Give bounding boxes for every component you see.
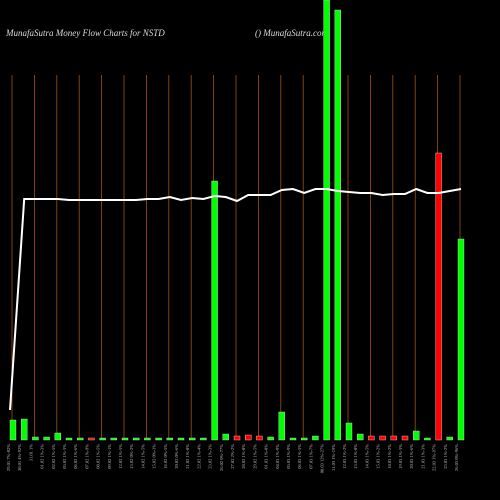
x-tick-label: 29.02 1%-5% xyxy=(252,444,257,469)
bar xyxy=(446,436,453,441)
x-tick-label: 06.03 1%-3% xyxy=(297,444,302,469)
x-tick-label: 14.03 1%-5% xyxy=(364,444,369,469)
x-tick-label: 19.03 1%-3% xyxy=(398,444,403,469)
bar xyxy=(200,437,207,441)
bar xyxy=(368,435,375,441)
x-tick-label: 28.02 1%-8% xyxy=(241,444,246,469)
x-tick-label: 12.02 1%-5% xyxy=(118,444,123,469)
bar xyxy=(357,433,364,441)
bar xyxy=(222,433,230,441)
bar xyxy=(121,437,129,441)
bar xyxy=(334,9,341,441)
x-tick-label: 23.02 1%-3% xyxy=(208,444,213,469)
bar xyxy=(312,435,319,441)
x-tick-label: 01.02 1%-3% xyxy=(40,444,45,469)
x-tick-label: 25.03 1%-2% xyxy=(443,444,448,469)
bar xyxy=(211,180,218,441)
x-tick-label: 27.02 2%-2% xyxy=(230,444,235,469)
bar xyxy=(76,437,84,441)
bar xyxy=(88,437,95,441)
x-tick-label: 31.01 1% xyxy=(28,444,33,462)
x-tick-label: 22.02 1%-4% xyxy=(196,444,201,469)
x-tick-label: 02.02 1%-5% xyxy=(51,444,56,469)
x-tick-label: 22.03 1%-97% xyxy=(432,444,437,471)
bar xyxy=(256,435,263,441)
x-tick-label: 05.03 1%-9% xyxy=(286,444,291,469)
x-tick-label: 20.03 1%-6% xyxy=(409,444,414,469)
bar xyxy=(32,436,39,441)
x-tick-label: 18.03 1%-2% xyxy=(387,444,392,469)
x-tick-label: 08.02 1%-5% xyxy=(96,444,101,469)
bar xyxy=(9,419,17,441)
bar xyxy=(144,437,151,441)
bar xyxy=(379,435,386,441)
x-tick-label: 26.03 0%-96% xyxy=(454,444,459,471)
bar xyxy=(424,437,431,441)
bar xyxy=(435,152,442,441)
x-tick-label: 21.02 1%-8% xyxy=(185,444,190,469)
x-tick-label: 21.03 1%-3% xyxy=(420,444,425,469)
bar xyxy=(155,437,162,441)
bar xyxy=(188,437,196,441)
bar xyxy=(110,437,118,441)
bar xyxy=(301,437,308,441)
bar xyxy=(413,430,420,441)
bar xyxy=(54,432,61,441)
x-tick-label: 15.02 0%-1% xyxy=(152,444,157,469)
bar xyxy=(166,437,174,441)
bar xyxy=(289,437,297,441)
x-tick-label: 07.02 1%-9% xyxy=(84,444,89,469)
bar xyxy=(267,436,274,441)
x-tick-label: 26.02 0%-77% xyxy=(219,444,224,471)
bar xyxy=(345,422,353,441)
line xyxy=(9,187,462,411)
x-tick-label: 15.03 1%-2% xyxy=(376,444,381,469)
x-tick-label: 12.03 1%-2% xyxy=(342,444,347,469)
x-tick-label: 30.01 4%-92% xyxy=(17,444,22,471)
bar xyxy=(390,435,397,441)
x-tick-label: 14.02 1%-5% xyxy=(140,444,145,469)
x-tick-label: 11.03 1%-19% xyxy=(331,444,336,471)
x-tick-label: 13.03 1%-8% xyxy=(353,444,358,469)
bar xyxy=(21,418,28,441)
x-tick-label: 16.02 0%-5% xyxy=(163,444,168,469)
chart-subtitle: () MunafaSutra.com xyxy=(255,28,328,38)
x-tick-label: 05.02 1%-3% xyxy=(62,444,67,469)
bar xyxy=(323,0,330,441)
bar xyxy=(177,437,185,441)
bar xyxy=(43,436,50,441)
x-tick-label: 08.03 12%-27% xyxy=(320,444,325,473)
x-tick-label: 13.02 0%-2% xyxy=(129,444,134,469)
bar xyxy=(233,435,241,441)
bar xyxy=(457,238,465,441)
x-tick-label: 07.03 1%-7% xyxy=(308,444,313,469)
x-tick-label: 20.02 0%-6% xyxy=(174,444,179,469)
x-tick-label: 06.02 1%-6% xyxy=(73,444,78,469)
x-tick-label: 04.03 1%-9% xyxy=(275,444,280,469)
x-tick-label: 29.01 7%-02% xyxy=(6,444,11,471)
bar xyxy=(132,437,140,441)
x-tick-label: 01.03 1%-8% xyxy=(264,444,269,469)
bar xyxy=(278,411,285,441)
bar xyxy=(99,437,106,441)
bar xyxy=(401,435,409,441)
bar xyxy=(244,434,252,441)
x-tick-label: 09.02 1%-1% xyxy=(107,444,112,469)
chart-title: MunafaSutra Money Flow Charts for NSTD xyxy=(5,28,165,38)
bar xyxy=(65,437,73,441)
